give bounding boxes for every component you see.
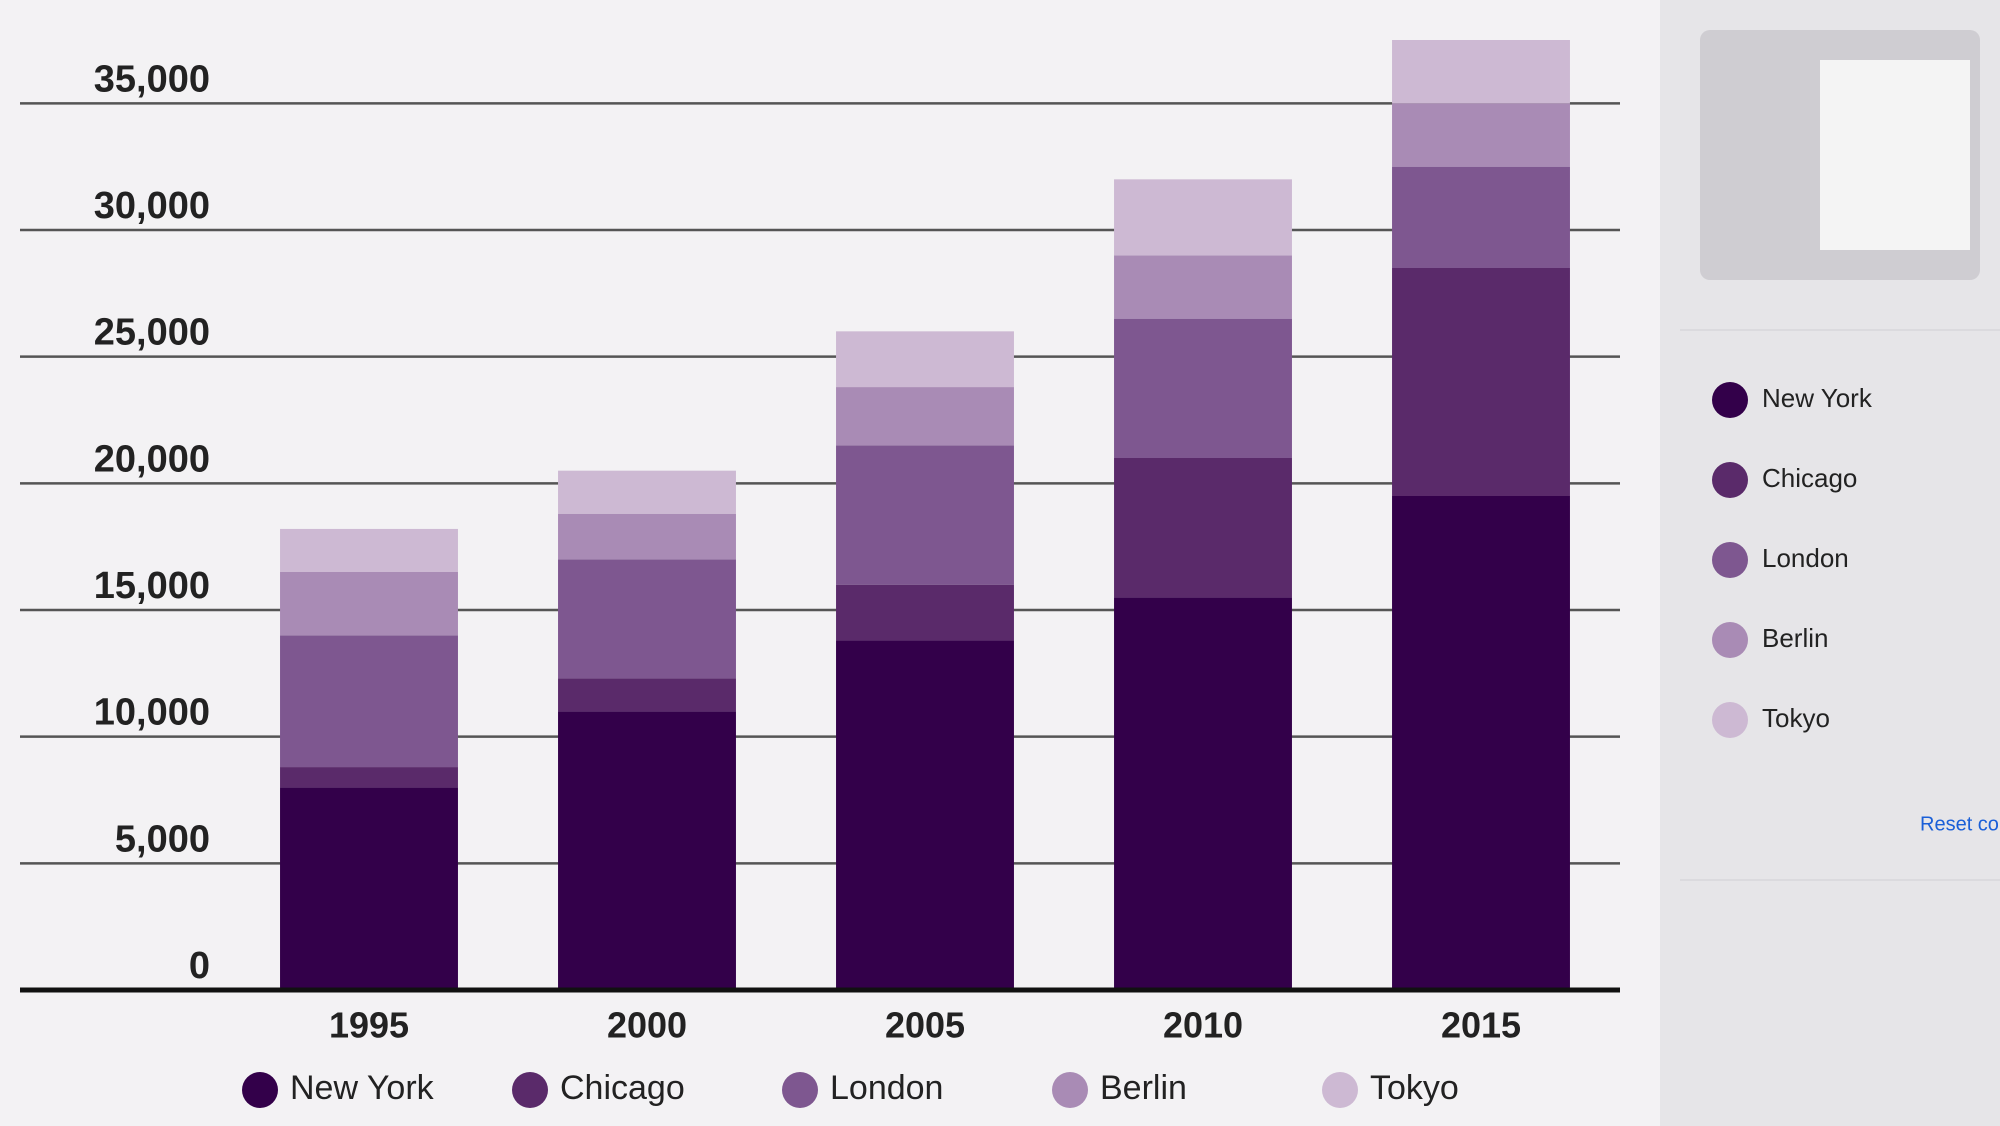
bar-segment: [280, 787, 458, 990]
bar-segment: [280, 528, 458, 572]
x-tick-label: 2000: [607, 1005, 687, 1046]
panel-color-swatch[interactable]: [1712, 382, 1748, 418]
bar-segment: [836, 331, 1014, 388]
thumbnail-preview: [1820, 60, 1970, 250]
y-tick-label: 30,000: [94, 185, 210, 227]
bar-segment: [1392, 103, 1570, 167]
bar-segment: [1114, 255, 1292, 319]
x-tick-label: 2010: [1163, 1005, 1243, 1046]
x-tick-label: 2015: [1441, 1005, 1521, 1046]
bar-segment: [280, 635, 458, 768]
legend-label: Berlin: [1100, 1069, 1187, 1107]
chart-background: [0, 0, 1660, 1126]
legend-swatch: [512, 1072, 548, 1108]
x-tick-label: 2005: [885, 1005, 965, 1046]
x-tick-label: 1995: [329, 1005, 409, 1046]
legend-swatch: [1052, 1072, 1088, 1108]
y-tick-label: 10,000: [94, 692, 210, 734]
y-tick-label: 35,000: [94, 58, 210, 100]
panel-series-name: London: [1762, 543, 1849, 573]
legend-label: London: [830, 1069, 943, 1107]
y-tick-label: 0: [189, 945, 210, 987]
bar-segment: [280, 572, 458, 636]
bar-segment: [1392, 268, 1570, 496]
legend-label: New York: [290, 1069, 435, 1107]
bar-segment: [1114, 597, 1292, 990]
legend-swatch: [1322, 1072, 1358, 1108]
panel-series-name: Tokyo: [1762, 703, 1830, 733]
panel-color-swatch[interactable]: [1712, 702, 1748, 738]
y-tick-label: 25,000: [94, 312, 210, 354]
legend-label: Chicago: [560, 1069, 685, 1107]
bar-segment: [1392, 166, 1570, 268]
panel-color-swatch[interactable]: [1712, 622, 1748, 658]
legend-label: Tokyo: [1370, 1069, 1459, 1107]
bar-segment: [1114, 318, 1292, 458]
bar-segment: [1114, 179, 1292, 256]
reset-colors-link[interactable]: Reset colors: [1920, 813, 2000, 835]
bar-segment: [1392, 40, 1570, 104]
bar-segment: [280, 767, 458, 788]
panel-series-name: Berlin: [1762, 623, 1828, 653]
panel-color-swatch[interactable]: [1712, 462, 1748, 498]
bar-segment: [558, 513, 736, 560]
bar-segment: [558, 678, 736, 712]
bar-segment: [836, 445, 1014, 585]
y-tick-label: 20,000: [94, 438, 210, 480]
panel-series-name: Chicago: [1762, 463, 1857, 493]
panel-color-swatch[interactable]: [1712, 542, 1748, 578]
legend-swatch: [242, 1072, 278, 1108]
bar-segment: [558, 559, 736, 679]
bar-segment: [836, 584, 1014, 641]
y-tick-label: 15,000: [94, 565, 210, 607]
bar-segment: [836, 640, 1014, 990]
panel-series-name: New York: [1762, 383, 1873, 413]
bar-segment: [836, 387, 1014, 446]
legend-swatch: [782, 1072, 818, 1108]
bar-segment: [558, 470, 736, 514]
bar-segment: [558, 711, 736, 990]
bar-segment: [1392, 496, 1570, 990]
y-tick-label: 5,000: [115, 818, 210, 860]
bar-segment: [1114, 458, 1292, 598]
